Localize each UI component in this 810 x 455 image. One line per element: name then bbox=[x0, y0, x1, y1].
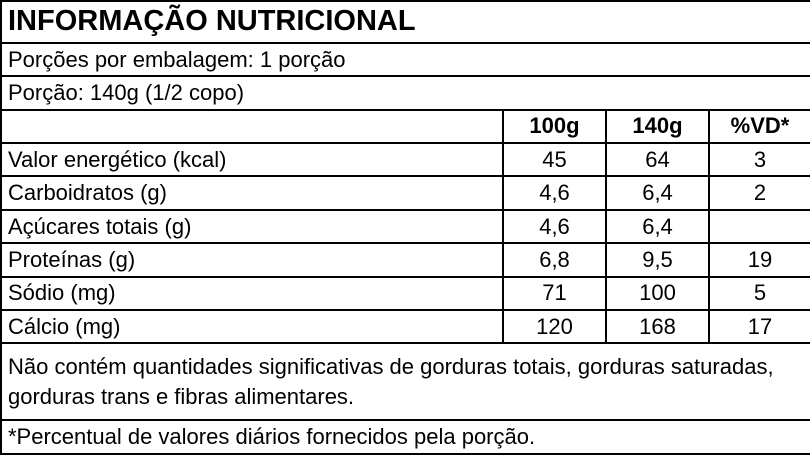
nutrient-value: 120 bbox=[502, 309, 607, 345]
nutrient-value: 64 bbox=[605, 141, 710, 178]
nutrient-row: Valor energético (kcal) 45 64 3 bbox=[0, 141, 810, 178]
nutrient-row: Carboidratos (g) 4,6 6,4 2 bbox=[0, 175, 810, 211]
header-blank bbox=[0, 108, 504, 144]
nutrient-value: 19 bbox=[707, 242, 810, 278]
servings-row: Porções por embalagem: 1 porção bbox=[0, 41, 810, 78]
nutrient-row: Açúcares totais (g) 4,6 6,4 bbox=[0, 208, 810, 245]
column-header: 140g bbox=[605, 108, 710, 144]
footnote: *Percentual de valores diários fornecido… bbox=[0, 419, 810, 455]
title-row: INFORMAÇÃO NUTRICIONAL bbox=[0, 0, 810, 44]
footnote-row: *Percentual de valores diários fornecido… bbox=[0, 419, 810, 455]
nutrient-row: Cálcio (mg) 120 168 17 bbox=[0, 309, 810, 345]
nutrient-value: 6,4 bbox=[605, 175, 710, 211]
note: Não contém quantidades significativas de… bbox=[0, 342, 810, 422]
nutrient-value bbox=[707, 208, 810, 245]
nutrient-value: 4,6 bbox=[502, 175, 607, 211]
nutrient-name: Proteínas (g) bbox=[0, 242, 504, 278]
nutrient-value: 6,4 bbox=[605, 208, 710, 245]
nutrient-row: Sódio (mg) 71 100 5 bbox=[0, 275, 810, 312]
nutrient-value: 6,8 bbox=[502, 242, 607, 278]
nutrient-name: Sódio (mg) bbox=[0, 275, 504, 312]
nutrient-value: 45 bbox=[502, 141, 607, 178]
servings-per-package: Porções por embalagem: 1 porção bbox=[0, 41, 810, 78]
nutrient-name: Cálcio (mg) bbox=[0, 309, 504, 345]
nutrient-value: 4,6 bbox=[502, 208, 607, 245]
nutrient-name: Açúcares totais (g) bbox=[0, 208, 504, 245]
nutrient-value: 5 bbox=[707, 275, 810, 312]
serving-size: Porção: 140g (1/2 copo) bbox=[0, 75, 810, 111]
header-row: 100g 140g %VD* bbox=[0, 108, 810, 144]
nutrient-value: 2 bbox=[707, 175, 810, 211]
column-header: 100g bbox=[502, 108, 607, 144]
nutrient-value: 71 bbox=[502, 275, 607, 312]
nutrient-value: 3 bbox=[707, 141, 810, 178]
nutrient-value: 168 bbox=[605, 309, 710, 345]
nutrient-value: 100 bbox=[605, 275, 710, 312]
note-row: Não contém quantidades significativas de… bbox=[0, 342, 810, 422]
nutrient-value: 9,5 bbox=[605, 242, 710, 278]
nutrient-row: Proteínas (g) 6,8 9,5 19 bbox=[0, 242, 810, 278]
nutrient-name: Carboidratos (g) bbox=[0, 175, 504, 211]
nutrient-name: Valor energético (kcal) bbox=[0, 141, 504, 178]
column-header: %VD* bbox=[707, 108, 810, 144]
title: INFORMAÇÃO NUTRICIONAL bbox=[0, 0, 810, 44]
serving-size-row: Porção: 140g (1/2 copo) bbox=[0, 75, 810, 111]
nutrient-value: 17 bbox=[707, 309, 810, 345]
